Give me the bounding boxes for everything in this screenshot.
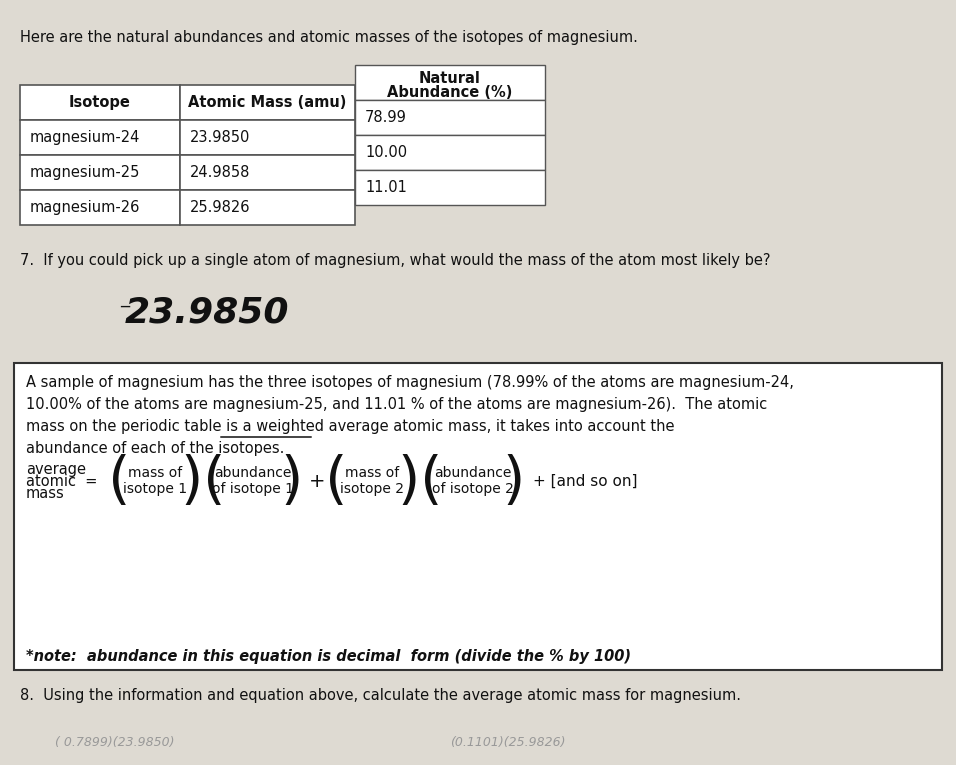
Text: *note:  abundance in this equation is decimal  form (divide the % by 100): *note: abundance in this equation is dec… <box>26 649 631 663</box>
Text: 25.9826: 25.9826 <box>190 200 250 215</box>
Text: Natural: Natural <box>419 71 481 86</box>
Text: ): ) <box>281 454 303 509</box>
Bar <box>355 135 545 170</box>
Text: average: average <box>26 461 86 477</box>
Text: magnesium-25: magnesium-25 <box>30 165 141 180</box>
Text: mass of: mass of <box>345 466 400 480</box>
Text: Atomic Mass (amu): Atomic Mass (amu) <box>188 95 347 110</box>
Text: ): ) <box>181 454 203 509</box>
Text: mass of: mass of <box>128 466 183 480</box>
Bar <box>180 120 355 155</box>
Text: (: ( <box>325 454 347 509</box>
Text: ‾: ‾ <box>120 305 129 323</box>
Text: magnesium-24: magnesium-24 <box>30 130 141 145</box>
Text: (0.1101)(25.9826): (0.1101)(25.9826) <box>450 736 566 749</box>
Text: 10.00: 10.00 <box>365 145 407 160</box>
Text: abundance: abundance <box>214 466 292 480</box>
Text: Here are the natural abundances and atomic masses of the isotopes of magnesium.: Here are the natural abundances and atom… <box>20 30 638 45</box>
Bar <box>355 100 545 135</box>
Bar <box>20 85 180 120</box>
Bar <box>180 85 355 120</box>
Text: abundance: abundance <box>434 466 511 480</box>
Bar <box>355 65 545 100</box>
Bar <box>20 120 180 155</box>
Text: 7.  If you could pick up a single atom of magnesium, what would the mass of the : 7. If you could pick up a single atom of… <box>20 253 771 268</box>
Bar <box>355 170 545 205</box>
Text: ): ) <box>398 454 420 509</box>
Text: (: ( <box>108 454 131 509</box>
Text: 11.01: 11.01 <box>365 180 407 195</box>
Text: (: ( <box>203 454 226 509</box>
Text: + [and so on]: + [and so on] <box>533 474 638 489</box>
Text: mass on the periodic table is a weighted average atomic mass, it takes into acco: mass on the periodic table is a weighted… <box>26 419 675 434</box>
Text: Isotope: Isotope <box>69 95 131 110</box>
Text: ( 0.7899)(23.9850): ( 0.7899)(23.9850) <box>55 736 175 749</box>
Text: mass: mass <box>26 486 65 500</box>
Text: isotope 2: isotope 2 <box>340 482 404 496</box>
Text: abundance of each of the isotopes.: abundance of each of the isotopes. <box>26 441 284 456</box>
Text: 8.  Using the information and equation above, calculate the average atomic mass : 8. Using the information and equation ab… <box>20 688 741 703</box>
Bar <box>14 363 942 670</box>
Text: 10.00% of the atoms are magnesium-25, and 11.01 % of the atoms are magnesium-26): 10.00% of the atoms are magnesium-25, an… <box>26 397 768 412</box>
Text: 23.9850: 23.9850 <box>190 130 250 145</box>
Text: ): ) <box>503 454 525 509</box>
Text: A sample of magnesium has the three isotopes of magnesium (78.99% of the atoms a: A sample of magnesium has the three isot… <box>26 375 793 390</box>
Bar <box>20 155 180 190</box>
Text: 78.99: 78.99 <box>365 110 407 125</box>
Bar <box>20 190 180 225</box>
Bar <box>180 190 355 225</box>
Text: Abundance (%): Abundance (%) <box>387 85 512 100</box>
Text: 24.9858: 24.9858 <box>190 165 250 180</box>
Text: of isotope 2: of isotope 2 <box>431 482 513 496</box>
Bar <box>180 155 355 190</box>
Text: of isotope 1: of isotope 1 <box>212 482 294 496</box>
Text: magnesium-26: magnesium-26 <box>30 200 141 215</box>
Text: (: ( <box>420 454 443 509</box>
Text: 23.9850: 23.9850 <box>125 295 290 329</box>
Text: isotope 1: isotope 1 <box>123 482 187 496</box>
Text: +: + <box>309 471 325 490</box>
Text: atomic  =: atomic = <box>26 474 98 489</box>
